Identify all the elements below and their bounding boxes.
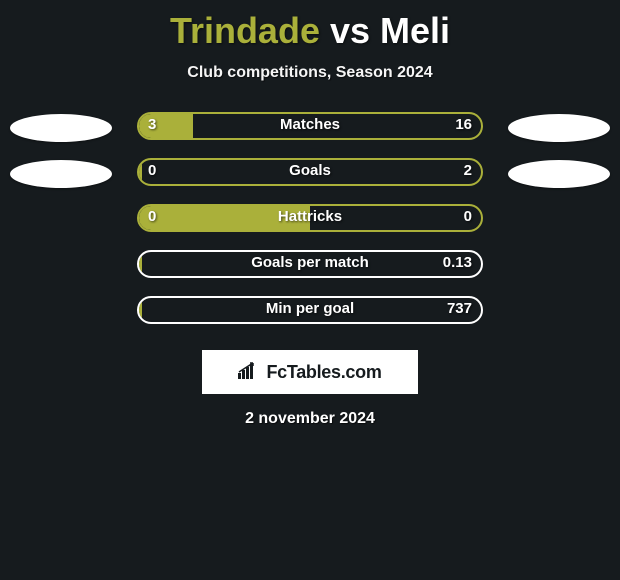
brand-text: FcTables.com (266, 362, 381, 383)
stat-row: 316Matches (0, 112, 620, 158)
stat-label: Matches (137, 116, 483, 133)
stat-label: Goals per match (137, 254, 483, 271)
team-badge-right (508, 160, 610, 188)
stat-row: 737Min per goal (0, 296, 620, 342)
stat-label: Goals (137, 162, 483, 179)
player1-name: Trindade (170, 10, 320, 51)
subtitle: Club competitions, Season 2024 (0, 64, 620, 82)
stat-label: Min per goal (137, 300, 483, 317)
stat-row: 02Goals (0, 158, 620, 204)
player2-name: Meli (380, 10, 450, 51)
stats-area: 316Matches02Goals00Hattricks0.13Goals pe… (0, 112, 620, 342)
brand-box: FcTables.com (202, 350, 418, 394)
stat-row: 0.13Goals per match (0, 250, 620, 296)
stat-row: 00Hattricks (0, 204, 620, 250)
team-badge-left (10, 114, 112, 142)
vs-word: vs (330, 10, 370, 51)
comparison-title: Trindade vs Meli (0, 0, 620, 52)
date-text: 2 november 2024 (0, 410, 620, 428)
chart-bars-icon (238, 361, 260, 384)
stat-label: Hattricks (137, 208, 483, 225)
team-badge-left (10, 160, 112, 188)
team-badge-right (508, 114, 610, 142)
